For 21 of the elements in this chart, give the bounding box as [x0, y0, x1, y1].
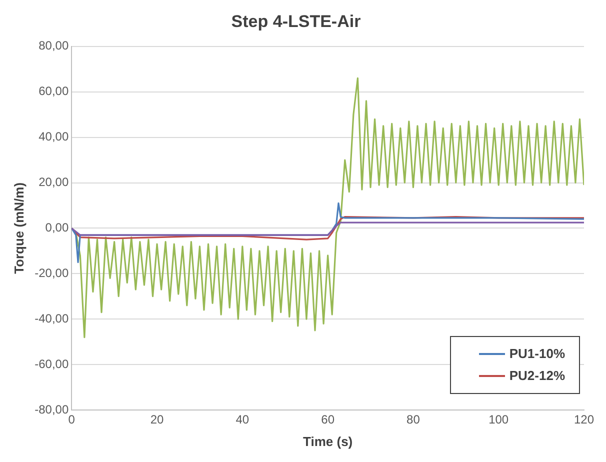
- x-tick-label: 60: [321, 412, 335, 427]
- y-tick-label: -80,00: [34, 402, 69, 416]
- y-tick-label: 80,00: [38, 38, 69, 53]
- y-tick-label: 40,00: [38, 130, 69, 144]
- y-tick-label: 60,00: [38, 84, 69, 98]
- x-tick-label: 0: [68, 412, 76, 427]
- x-axis-title: Time (s): [303, 434, 353, 449]
- x-tick-label: 20: [150, 412, 164, 427]
- y-axis-title: Torque (mN/m): [11, 182, 26, 274]
- y-tick-label: 20,00: [38, 175, 69, 190]
- y-tick-label: -60,00: [34, 356, 69, 371]
- x-tick-label: 120: [574, 412, 594, 427]
- legend-label: PU2-12%: [509, 367, 565, 385]
- legend-label: PU1-10%: [509, 345, 565, 363]
- y-tick-label: -40,00: [34, 311, 69, 326]
- x-tick-label: 100: [488, 412, 509, 427]
- chart-title: Step 4-LSTE-Air: [231, 12, 362, 31]
- y-tick-label: 0,00: [45, 220, 69, 235]
- x-tick-label: 80: [406, 412, 420, 427]
- x-tick-label: 40: [236, 412, 250, 427]
- y-tick-label: -20,00: [34, 266, 69, 280]
